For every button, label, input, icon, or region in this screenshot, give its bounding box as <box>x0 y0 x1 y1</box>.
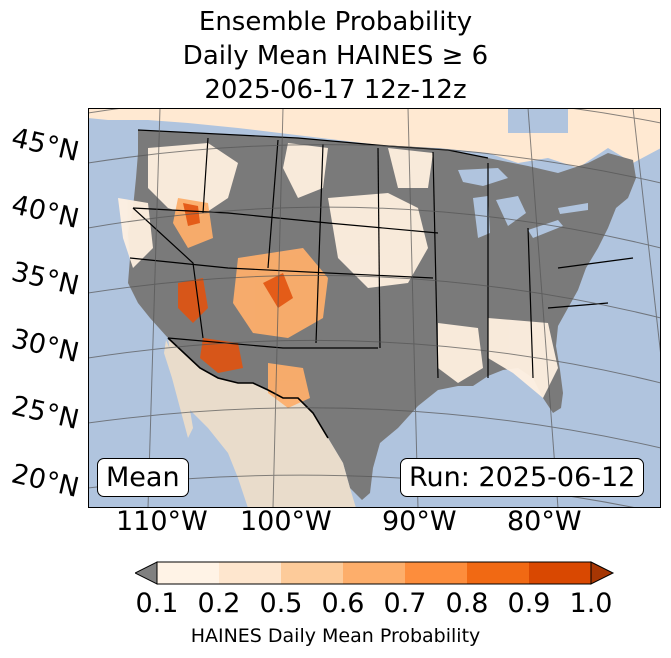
country-border <box>167 337 329 439</box>
title-line-3: 2025-06-17 12z-12z <box>204 75 467 105</box>
great-lakes <box>458 168 588 238</box>
colorbar-tick-0: 0.1 <box>135 588 179 619</box>
title-line-2: Daily Mean HAINES ≥ 6 <box>182 41 489 71</box>
colorbar-tick-5: 0.8 <box>445 588 489 619</box>
colorbar-bin-6 <box>529 562 591 584</box>
colorbar-tick-1: 0.2 <box>197 588 241 619</box>
lat-label-40: 40°N <box>8 189 82 235</box>
stat-label-box: Mean <box>97 458 189 497</box>
colorbar-tick-3: 0.6 <box>321 588 365 619</box>
lat-label-35: 35°N <box>8 256 82 302</box>
colorbar-tick-6: 0.9 <box>507 588 551 619</box>
probability-low <box>118 143 558 398</box>
colorbar-under-arrow <box>135 561 158 585</box>
colorbar-bin-2 <box>281 562 343 584</box>
mexico-land <box>168 338 356 508</box>
baja-california <box>164 340 193 438</box>
colorbar-bin-3 <box>343 562 405 584</box>
map-frame <box>88 108 661 508</box>
colorbar-bin-1 <box>219 562 281 584</box>
colorbar-tick-4: 0.7 <box>383 588 427 619</box>
lon-label-80: 80°W <box>507 506 582 537</box>
colorbar-tick-7: 1.0 <box>569 588 613 619</box>
colorbar-over-arrow <box>590 561 615 585</box>
map-panel <box>88 108 661 508</box>
lat-label-30: 30°N <box>8 323 82 369</box>
graticule <box>88 108 661 508</box>
colorbar-bin-4 <box>405 562 467 584</box>
hudson-bay-water <box>508 108 568 133</box>
run-label-box: Run: 2025-06-12 <box>400 458 645 497</box>
lat-label-25: 25°N <box>8 390 82 436</box>
colorbar-label: HAINES Daily Mean Probability <box>190 625 481 647</box>
lat-label-20: 20°N <box>8 458 82 504</box>
colorbar-tick-2: 0.5 <box>259 588 303 619</box>
lat-label-45: 45°N <box>8 122 82 168</box>
lon-label-90: 90°W <box>382 506 457 537</box>
colorbar-bin-0 <box>157 562 219 584</box>
lon-label-110: 110°W <box>116 506 208 537</box>
colorbar <box>135 561 615 585</box>
colorbar-bin-5 <box>467 562 529 584</box>
lon-label-100: 100°W <box>240 506 332 537</box>
title-line-1: Ensemble Probability <box>198 7 473 37</box>
